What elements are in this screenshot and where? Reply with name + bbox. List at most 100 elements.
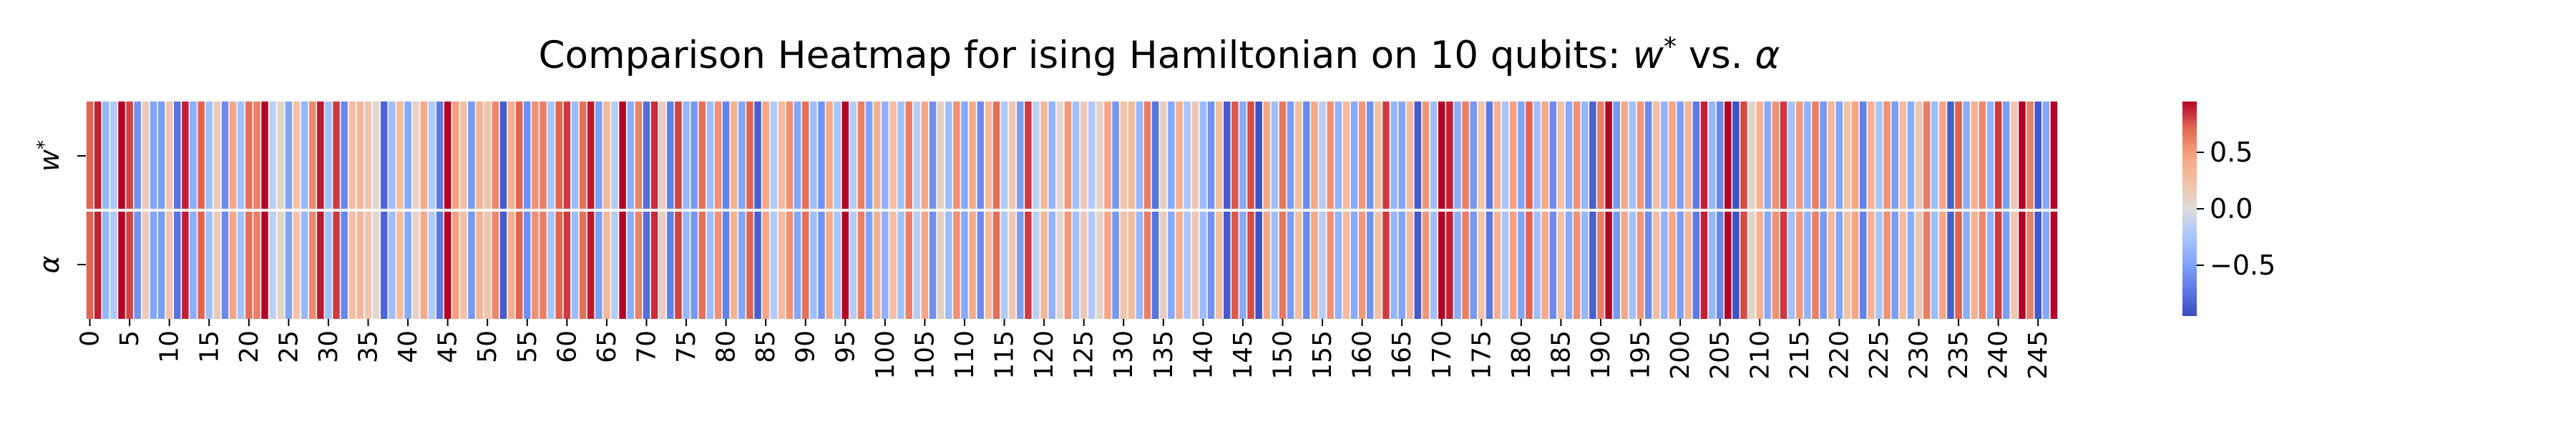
heatmap-cell — [1406, 102, 1414, 209]
heatmap-cell — [1843, 102, 1851, 209]
heatmap-cell — [722, 212, 730, 319]
heatmap-cell — [404, 212, 411, 319]
heatmap-cell — [1994, 102, 2002, 209]
heatmap-cell — [476, 102, 483, 209]
chart-title: Comparison Heatmap for ising Hamiltonian… — [539, 32, 1780, 77]
heatmap-cell — [134, 212, 141, 319]
heatmap-cell — [1033, 212, 1040, 319]
heatmap-cell — [1589, 102, 1596, 209]
heatmap-cell — [1199, 102, 1207, 209]
x-tick-label: 215 — [1785, 330, 1815, 380]
heatmap-cell — [714, 212, 722, 319]
x-tick-label: 220 — [1825, 330, 1854, 380]
heatmap-cell — [221, 212, 229, 319]
heatmap-cell — [301, 212, 308, 319]
heatmap-cell — [1446, 212, 1453, 319]
x-tick-label: 170 — [1428, 330, 1457, 380]
heatmap-cell — [706, 102, 714, 209]
heatmap-cell — [1247, 102, 1254, 209]
heatmap-cell — [1398, 212, 1405, 319]
heatmap-cell — [921, 102, 929, 209]
heatmap-cell — [841, 102, 849, 209]
heatmap-cell — [635, 102, 643, 209]
heatmap-cell — [658, 102, 666, 209]
heatmap-cell — [1764, 102, 1772, 209]
x-axis-ticks: 0 5 10 15 20 25 30 35 40 45 50 55 60 65 70 75 80 85 90 95 10… — [76, 319, 2053, 380]
heatmap-cell — [253, 212, 260, 319]
heatmap-cell — [1931, 102, 1938, 209]
heatmap-cell — [150, 212, 157, 319]
heatmap-cell — [157, 212, 165, 319]
heatmap-cell — [1907, 212, 1915, 319]
heatmap-cell — [86, 102, 94, 209]
heatmap-cell — [1851, 102, 1859, 209]
heatmap-cell — [2050, 212, 2058, 319]
heatmap-cell — [1868, 102, 1875, 209]
heatmap-cell — [667, 212, 674, 319]
x-tick-label: 175 — [1467, 330, 1496, 380]
heatmap-cell — [1160, 102, 1167, 209]
heatmap-cell — [269, 102, 276, 209]
heatmap-cell — [110, 212, 117, 319]
heatmap-cell — [293, 102, 301, 209]
heatmap-cell — [1136, 212, 1143, 319]
heatmap-cell — [301, 102, 308, 209]
heatmap-cell — [1883, 102, 1890, 209]
heatmap-cell — [1581, 102, 1589, 209]
x-tick-label: 60 — [552, 330, 582, 363]
heatmap-cell — [2042, 102, 2050, 209]
heatmap-cell — [611, 212, 618, 319]
heatmap-cell — [1812, 212, 1819, 319]
heatmap-cell — [1541, 102, 1548, 209]
heatmap-cell — [905, 212, 912, 319]
heatmap-cell — [650, 102, 658, 209]
heatmap-cell — [1986, 102, 1994, 209]
x-tick-label: 185 — [1546, 330, 1576, 380]
heatmap-cell — [1366, 212, 1374, 319]
heatmap-cell — [945, 102, 952, 209]
heatmap-cell — [1573, 212, 1581, 319]
colorbar-ticks: 0.5 0.0 −0.5 — [2197, 137, 2275, 281]
x-tick-label: 200 — [1666, 330, 1695, 380]
heatmap-cell — [865, 102, 873, 209]
heatmap-cell — [2003, 102, 2010, 209]
heatmap-cell — [937, 212, 945, 319]
heatmap-cell — [1549, 102, 1557, 209]
heatmap-cell — [1581, 212, 1589, 319]
heatmap-cell — [794, 102, 801, 209]
heatmap-cell — [1462, 212, 1469, 319]
colorbar-tick-label: −0.5 — [2210, 250, 2275, 281]
heatmap-cell — [1327, 102, 1334, 209]
heatmap-cell — [555, 212, 562, 319]
heatmap-cell — [1939, 212, 1946, 319]
x-tick-label: 160 — [1348, 330, 1377, 380]
heatmap-cell — [237, 212, 245, 319]
heatmap-cell — [985, 212, 992, 319]
heatmap-cell — [555, 102, 562, 209]
heatmap-cell — [1072, 212, 1080, 319]
heatmap-cell — [595, 102, 602, 209]
heatmap-cell — [810, 212, 817, 319]
heatmap-cell — [1414, 212, 1422, 319]
heatmap-cell — [1923, 102, 1931, 209]
heatmap-cell — [1804, 212, 1811, 319]
heatmap-cell — [229, 212, 237, 319]
heatmap-cell — [134, 102, 141, 209]
heatmap-cell — [110, 102, 117, 209]
heatmap-cell — [1557, 102, 1565, 209]
heatmap-cell — [213, 102, 221, 209]
x-tick-label: 15 — [195, 330, 224, 363]
x-tick-label: 5 — [115, 330, 145, 347]
heatmap-cell — [1557, 212, 1565, 319]
heatmap-cell — [1716, 212, 1724, 319]
heatmap-cell — [325, 212, 332, 319]
heatmap-cell — [1597, 102, 1604, 209]
heatmap-cell — [1661, 212, 1668, 319]
x-tick-label: 35 — [354, 330, 384, 363]
heatmap-cell — [2003, 212, 2010, 319]
heatmap-cell — [1207, 212, 1215, 319]
heatmap-cell — [2011, 102, 2018, 209]
heatmap-cell — [865, 212, 873, 319]
heatmap-cell — [94, 212, 102, 319]
heatmap-cell — [1700, 102, 1708, 209]
